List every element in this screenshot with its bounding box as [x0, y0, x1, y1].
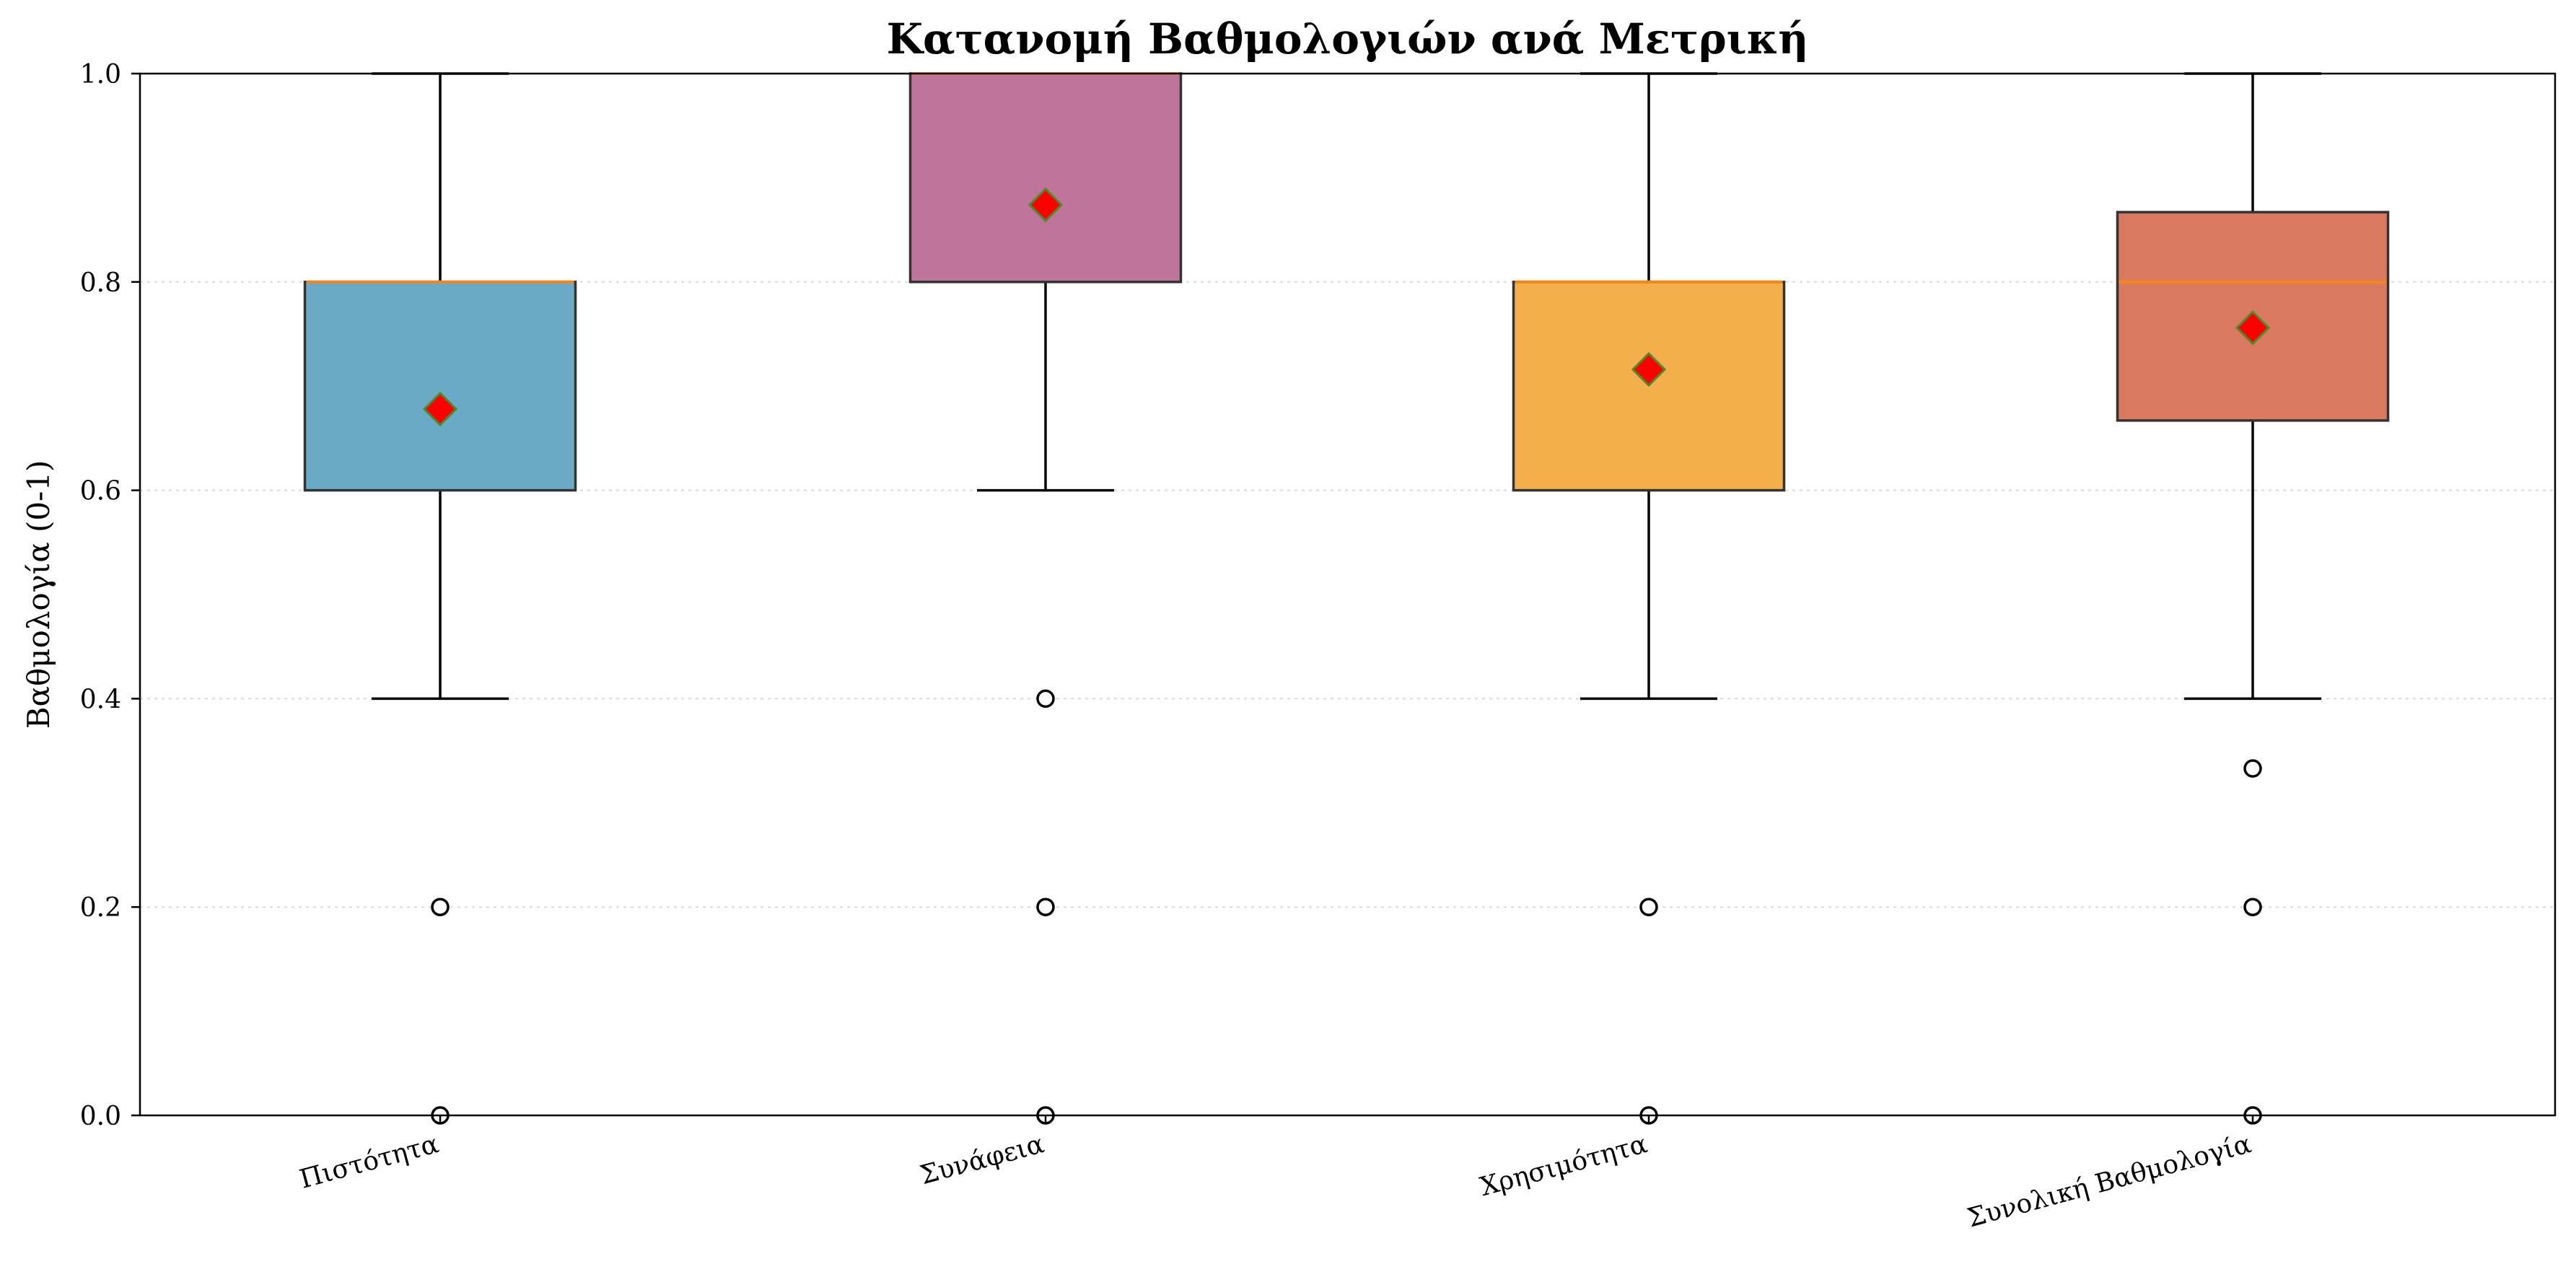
outlier-point	[1036, 898, 1055, 916]
mean-marker	[422, 391, 458, 427]
y-tick-label: 0.2	[80, 893, 121, 923]
mean-marker	[1631, 351, 1667, 387]
y-tick-label: 0.0	[80, 1102, 121, 1131]
box-iqr	[303, 281, 577, 492]
x-tick-label: Συνολική Βαθμολογία	[1964, 1129, 2254, 1233]
outlier-point	[2243, 898, 2262, 916]
x-tick-label: Χρησιμότητα	[1477, 1129, 1650, 1202]
box-group	[908, 72, 1183, 1125]
outlier-point	[1036, 689, 1055, 708]
box-group	[1512, 72, 1786, 1125]
chart-title: Κατανομή Βαθμολογιών ανά Μετρική	[887, 14, 1809, 63]
outlier-point	[1639, 898, 1658, 916]
plot-frame	[139, 72, 2557, 1117]
y-tick-label: 0.6	[80, 477, 121, 506]
y-tick-label: 0.8	[80, 268, 121, 298]
x-tick-label: Συνάφεια	[917, 1129, 1047, 1190]
y-tick-label: 1.0	[80, 60, 121, 89]
box-group	[303, 72, 577, 1125]
grid-layer	[140, 281, 2555, 908]
box-iqr	[908, 72, 1183, 284]
outlier-point	[2243, 759, 2262, 778]
y-tick-label: 0.4	[80, 685, 121, 714]
box-layer	[303, 72, 2390, 1125]
box-group	[2116, 72, 2390, 1125]
mean-marker	[2235, 310, 2271, 346]
y-axis-label: Βαθμολογία (0-1)	[21, 460, 56, 729]
outlier-point	[431, 898, 450, 916]
x-tick-label: Πιστότητα	[297, 1129, 442, 1195]
mean-marker	[1028, 187, 1064, 223]
